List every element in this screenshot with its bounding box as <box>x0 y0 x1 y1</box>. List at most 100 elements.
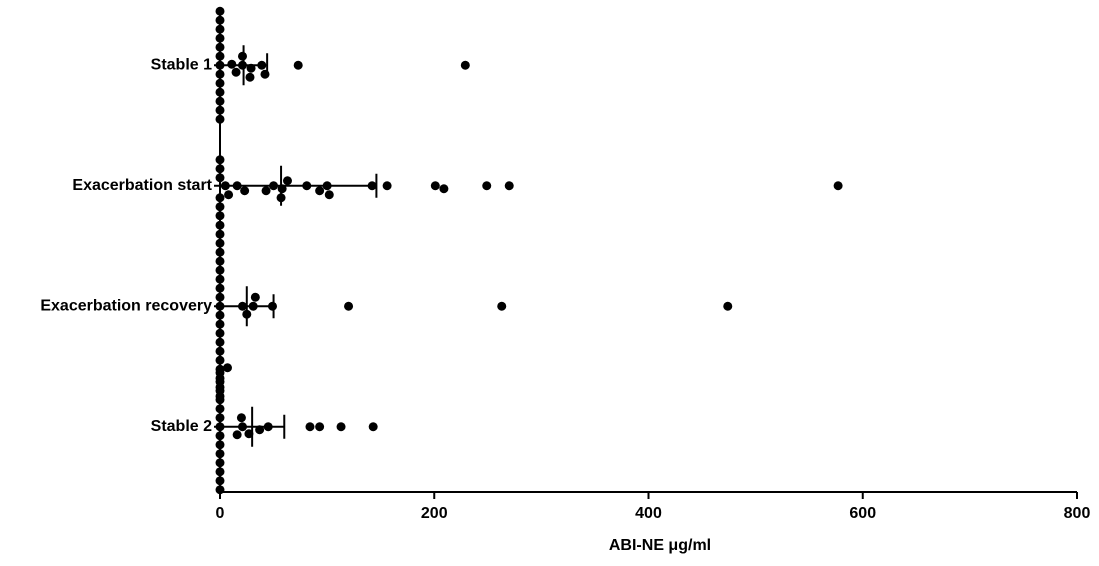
x-tick-label: 600 <box>849 505 876 522</box>
data-point <box>215 395 225 405</box>
data-point <box>315 422 325 432</box>
data-point <box>368 422 378 432</box>
data-point <box>227 59 237 69</box>
data-point <box>367 181 377 191</box>
data-point <box>237 422 247 432</box>
data-point <box>215 292 225 302</box>
data-point <box>215 283 225 293</box>
data-point <box>315 186 325 196</box>
data-point <box>482 181 492 191</box>
plot <box>220 45 378 447</box>
data-point <box>277 184 287 194</box>
data-point <box>215 274 225 284</box>
data-point <box>497 301 507 311</box>
data-point <box>215 346 225 356</box>
data-point <box>282 176 292 186</box>
data-point <box>215 431 225 441</box>
data-point <box>215 238 225 248</box>
data-point <box>215 202 225 212</box>
data-point <box>260 69 270 79</box>
data-point <box>269 181 279 191</box>
data-point <box>261 186 271 196</box>
data-point <box>439 184 449 194</box>
data-point <box>344 301 354 311</box>
data-point <box>215 24 225 34</box>
x-tick-label: 0 <box>216 505 225 522</box>
data-point <box>322 181 332 191</box>
data-point <box>215 377 225 387</box>
data-point <box>215 476 225 486</box>
data-point <box>215 319 225 329</box>
data-point <box>240 186 250 196</box>
data-point <box>215 78 225 88</box>
data-point <box>222 363 232 373</box>
data-point <box>245 72 255 82</box>
x-tick-label: 800 <box>1064 505 1091 522</box>
data-point <box>215 449 225 459</box>
data-point <box>255 425 265 435</box>
data-point <box>302 181 312 191</box>
data-point <box>231 67 241 77</box>
x-tick-label: 400 <box>635 505 662 522</box>
data-point <box>215 422 225 432</box>
category-label: Exacerbation start <box>72 177 212 194</box>
data-point <box>263 422 273 432</box>
x-tick-label: 200 <box>421 505 448 522</box>
data-point <box>215 60 225 70</box>
category-label: Stable 2 <box>151 418 212 435</box>
data-point <box>248 301 258 311</box>
data-point <box>215 6 225 16</box>
data-point <box>237 60 247 70</box>
data-point <box>232 181 242 191</box>
data-point <box>215 310 225 320</box>
data-point <box>250 292 260 302</box>
data-point <box>244 429 254 439</box>
data-point <box>215 485 225 495</box>
data-point <box>215 467 225 477</box>
data-point <box>246 63 256 73</box>
data-point <box>833 181 843 191</box>
x-axis-label: ABI-NE μg/ml <box>609 537 711 554</box>
data-point <box>215 404 225 414</box>
data-point <box>215 164 225 174</box>
data-point <box>430 181 440 191</box>
data-point <box>215 193 225 203</box>
data-point <box>723 301 733 311</box>
data-point <box>215 386 225 396</box>
data-point <box>215 301 225 311</box>
data-point <box>224 190 234 200</box>
data-point <box>215 440 225 450</box>
data-point <box>215 42 225 52</box>
data-point <box>215 155 225 165</box>
data-point <box>215 33 225 43</box>
data-point <box>215 265 225 275</box>
data-point <box>215 368 225 378</box>
data-point <box>236 413 246 423</box>
data-point <box>215 51 225 61</box>
data-point <box>460 60 470 70</box>
data-point <box>382 181 392 191</box>
data-point <box>215 247 225 257</box>
data-point <box>237 301 247 311</box>
data-point <box>220 181 230 191</box>
data-point <box>215 15 225 25</box>
data-point <box>276 193 286 203</box>
data-point <box>215 328 225 338</box>
data-point <box>215 105 225 115</box>
data-point <box>215 69 225 79</box>
data-point <box>324 190 334 200</box>
data-point <box>215 458 225 468</box>
data-point <box>257 60 267 70</box>
category-label: Exacerbation recovery <box>40 297 212 314</box>
data-point <box>267 301 277 311</box>
data-point <box>504 181 514 191</box>
data-point <box>215 337 225 347</box>
category-label: Stable 1 <box>151 56 212 73</box>
data-point <box>215 256 225 266</box>
data-point <box>215 87 225 97</box>
data-point <box>215 220 225 230</box>
data-point <box>242 309 252 319</box>
data-point <box>336 422 346 432</box>
data-point <box>293 60 303 70</box>
